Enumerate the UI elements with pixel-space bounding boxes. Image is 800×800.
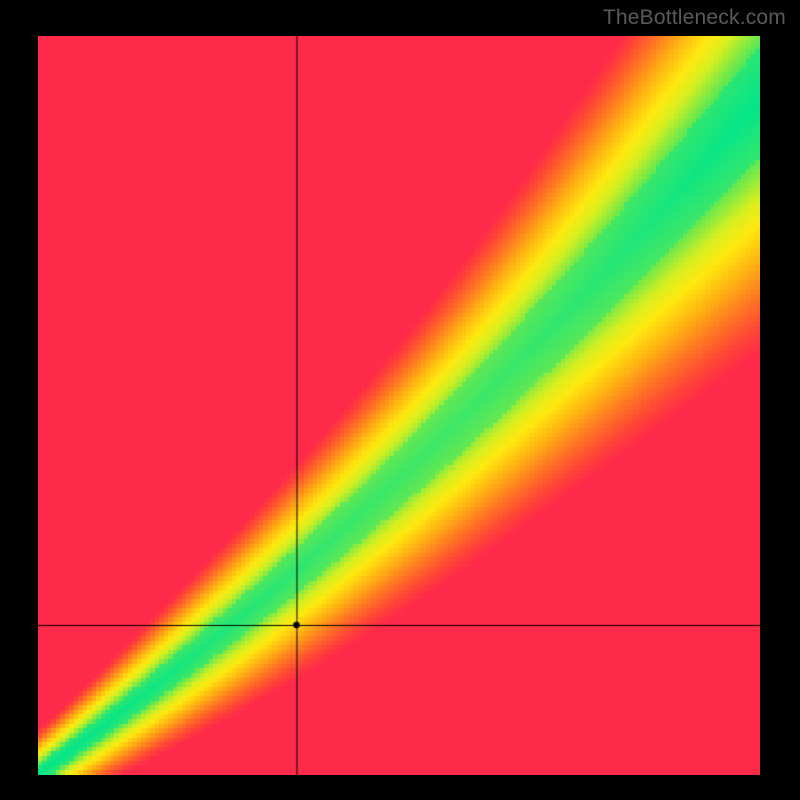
bottleneck-heatmap xyxy=(38,36,760,775)
watermark-text: TheBottleneck.com xyxy=(603,6,786,30)
figure-container: TheBottleneck.com xyxy=(0,0,800,800)
